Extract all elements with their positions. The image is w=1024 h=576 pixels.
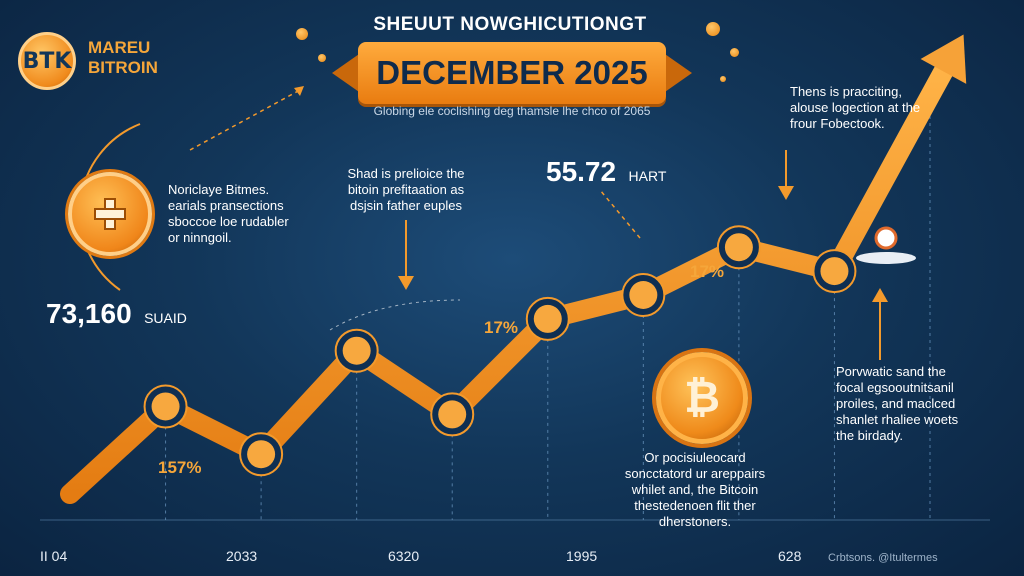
coin-dot-icon: [730, 48, 739, 57]
x-tick-5: 628: [778, 548, 802, 564]
data-point: [724, 233, 753, 262]
banner-title: DECEMBER 2025: [358, 42, 666, 104]
data-point: [438, 400, 467, 429]
data-points: [143, 225, 857, 477]
note-line: earials pransections: [168, 198, 284, 213]
data-point: [820, 257, 849, 286]
logo-wordmark: MAREU BITROIN: [88, 38, 158, 78]
banner-ribbon-right: [662, 52, 692, 94]
note-line: thestedenoen flit ther: [634, 498, 756, 513]
left-value-label: SUAID: [144, 310, 187, 326]
note-line: dherstoners.: [658, 514, 732, 529]
note-line: Shad is prelioice the: [347, 166, 465, 181]
data-label-3: 17%: [690, 262, 725, 281]
note-line: whilet and, the Bitcoin: [631, 482, 759, 497]
brand-logo: BTK MAREU BITROIN: [14, 30, 174, 90]
vertical-guides: [165, 116, 931, 520]
left-value-group: 73,160 SUAID: [46, 298, 187, 330]
decor-arrow-line: [599, 189, 641, 239]
arrow-up-icon: [872, 288, 888, 302]
note-line: Noriclaye Bitmes.: [168, 182, 270, 197]
note-line: proiles, and maclced: [836, 396, 956, 411]
data-point: [533, 304, 562, 333]
arrow-down-icon: [778, 186, 794, 200]
note-line: or ninngoil.: [168, 230, 232, 245]
subtitle: Globing ele coclishing deg thamsle lhe c…: [373, 104, 651, 118]
coin-dot-icon: [296, 28, 308, 40]
left-value: 73,160: [46, 298, 132, 329]
coin-dot-icon: [720, 76, 726, 82]
note-left: Noriclaye Bitmes. earials pransections s…: [168, 182, 308, 246]
decor-arrow-line: [189, 89, 301, 151]
medical-cross-icon: [68, 172, 152, 256]
coin-dot-icon: [318, 54, 326, 62]
note-top-right: Thens is pracciting, alouse logection at…: [790, 84, 950, 132]
logo-coin-icon: BTK: [18, 32, 76, 90]
platform-icon: [856, 252, 916, 264]
title-banner: DECEMBER 2025: [332, 42, 692, 104]
note-line: alouse logection at the: [790, 100, 921, 115]
top-title: SHEUUT NOWGHICUTIONGT: [373, 14, 647, 35]
x-tick-2: 2033: [226, 548, 258, 564]
data-label-1: 157%: [158, 458, 202, 477]
credit-text: Crbtsons. @Itultermes: [828, 552, 938, 564]
note-line: Or pocisiuleocard: [644, 450, 746, 465]
note-line: focal egsooutnitsanil: [836, 380, 954, 395]
figure-icon: [874, 226, 898, 250]
decor-dashed-curve: [329, 299, 461, 331]
note-right: Porvwatic sand the focal egsooutnitsanil…: [836, 364, 996, 444]
banner-ribbon-left: [332, 52, 362, 94]
x-tick-3: 6320: [388, 548, 420, 564]
logo-line-1: MAREU: [88, 38, 151, 57]
top-value: 55.72: [546, 156, 617, 187]
data-point: [629, 281, 658, 309]
note-line: soncctatord ur areppairs: [624, 466, 766, 481]
data-label-2: 17%: [484, 318, 519, 337]
note-line: frour Fobectook.: [790, 116, 885, 131]
note-line: shanlet rhaliee woets: [836, 412, 959, 427]
note-bottom: Or pocisiuleocard soncctatord ur areppai…: [610, 450, 780, 530]
arrow-head-icon: [294, 86, 304, 96]
top-value-label: HART: [628, 168, 667, 184]
logo-coin-text: BTK: [22, 48, 72, 74]
x-tick-1: II 04: [40, 548, 68, 564]
note-line: sboccoe loe rudabler: [168, 214, 289, 229]
arrow-down-icon: [398, 276, 414, 290]
data-point: [151, 392, 180, 421]
note-line: the birdady.: [836, 428, 903, 443]
trend-line: [60, 59, 955, 504]
coin-dot-icon: [706, 22, 720, 36]
x-tick-4: 1995: [566, 548, 598, 564]
note-line: Porvwatic sand the: [836, 364, 946, 379]
note-line: bitoin prefitaation as: [347, 182, 465, 197]
data-point: [342, 336, 371, 365]
note-center: Shad is prelioice the bitoin prefitaatio…: [326, 166, 486, 214]
bitcoin-coin-icon: ₿: [656, 352, 748, 444]
trend-arrow-head-icon: [920, 34, 967, 84]
note-line: Thens is pracciting,: [790, 84, 902, 99]
logo-line-2: BITROIN: [88, 58, 158, 77]
top-value-group: 55.72 HART: [546, 156, 666, 188]
data-point: [247, 440, 276, 469]
note-line: dsjsin father euples: [349, 198, 462, 213]
